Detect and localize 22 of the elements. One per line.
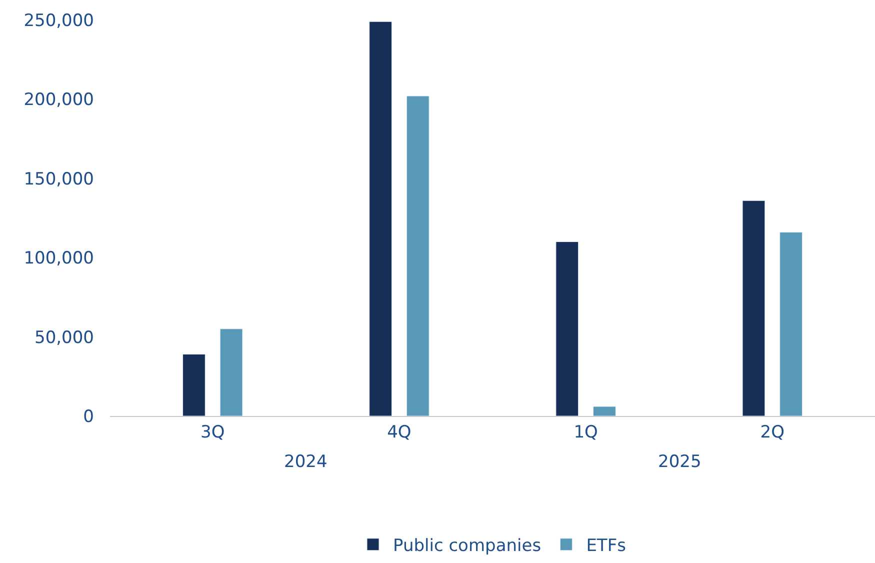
y-tick-label: 0 xyxy=(83,406,94,427)
bar xyxy=(780,232,802,416)
y-tick-label: 150,000 xyxy=(24,169,94,190)
bar xyxy=(556,242,579,416)
bar xyxy=(742,200,766,416)
y-tick-label: 50,000 xyxy=(34,328,94,348)
x-tick-label: 4Q xyxy=(387,422,412,442)
x-tick-label: 1Q xyxy=(574,422,598,442)
bar xyxy=(220,328,243,416)
legend-label: Public companies xyxy=(393,536,542,556)
x-tick-label: 2Q xyxy=(760,422,784,442)
bar xyxy=(369,21,392,416)
bar xyxy=(182,354,206,416)
text: 2025 xyxy=(658,452,702,472)
bar xyxy=(406,96,430,416)
text: 2024 xyxy=(284,452,328,472)
bar xyxy=(593,406,616,416)
x-tick-label: 3Q xyxy=(200,422,225,442)
legend-label: ETFs xyxy=(586,536,626,556)
y-tick-label: 250,000 xyxy=(24,10,94,31)
y-tick-label: 100,000 xyxy=(24,248,94,269)
y-tick-label: 200,000 xyxy=(24,90,94,110)
